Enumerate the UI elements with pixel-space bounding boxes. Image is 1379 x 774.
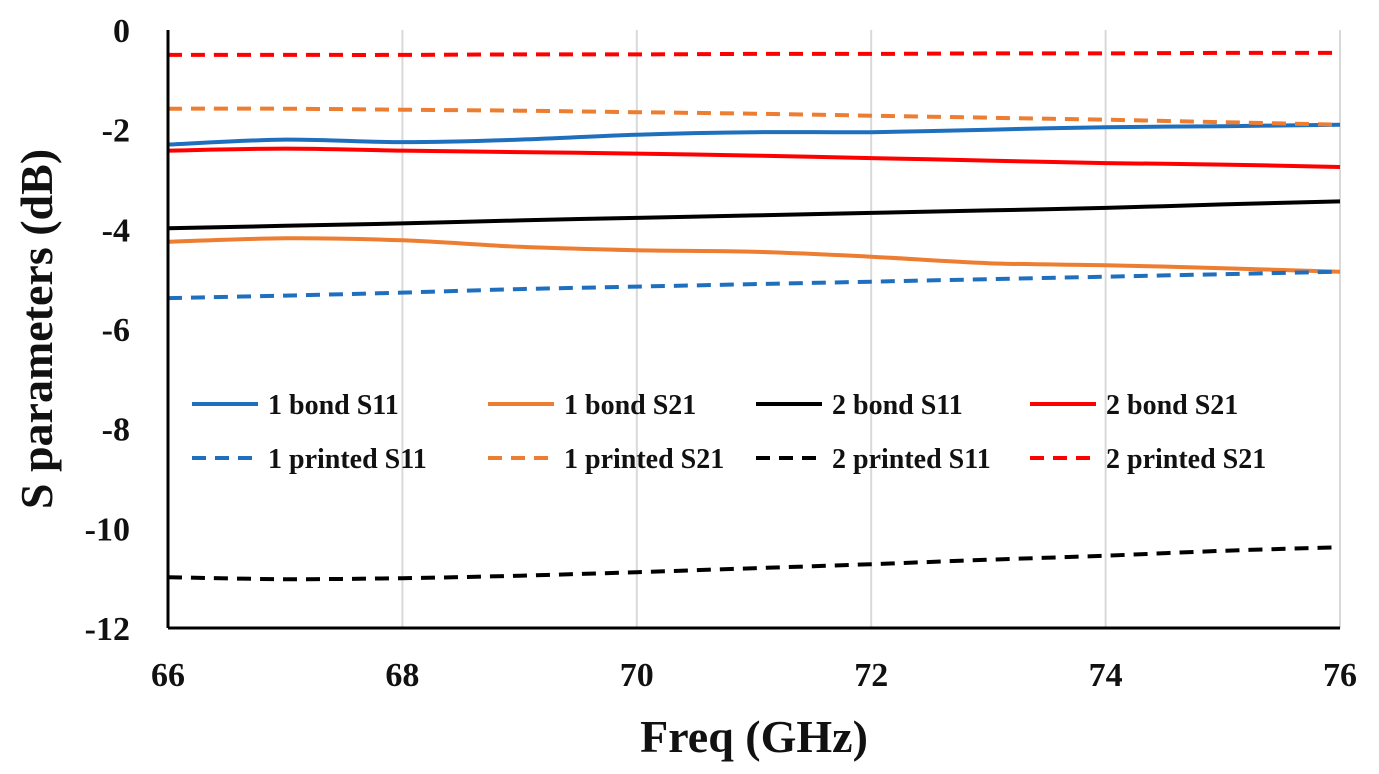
legend: 1 bond S11 1 bond S21 2 bond S11 2 bond S21… xyxy=(192,390,1266,475)
legend-label: 1 bond S11 xyxy=(268,390,399,421)
x-tick-label: 68 xyxy=(385,657,419,694)
y-tick-label: 0 xyxy=(113,13,130,50)
tick-labels: 66 68 70 72 74 76 0 -2 -4 -6 -8 -10 -12 xyxy=(85,13,1357,694)
x-axis-title: Freq (GHz) xyxy=(640,711,868,762)
series-line-1-bond-s11 xyxy=(167,122,1341,147)
series-line-2-printed-s21 xyxy=(168,50,1341,57)
series-lines xyxy=(167,50,1341,582)
series-line-1-bond-s21 xyxy=(167,236,1341,274)
series-line-2-bond-s21 xyxy=(167,146,1341,169)
series-line-1-printed-s21 xyxy=(167,106,1341,127)
legend-label: 2 printed S21 xyxy=(1106,444,1266,475)
y-tick-label: -12 xyxy=(85,611,130,648)
legend-label: 2 printed S11 xyxy=(832,444,991,475)
y-tick-label: -6 xyxy=(102,312,130,349)
axes xyxy=(166,30,1340,630)
y-tick-label: -4 xyxy=(102,212,130,249)
gridlines xyxy=(401,30,1341,628)
legend-label: 2 bond S11 xyxy=(832,390,963,421)
y-tick-label: -8 xyxy=(102,412,130,449)
y-tick-label: -10 xyxy=(85,511,130,548)
legend-label: 2 bond S21 xyxy=(1106,390,1238,421)
x-tick-label: 74 xyxy=(1089,657,1123,694)
y-tick-label: -2 xyxy=(102,113,130,150)
y-axis-title: S parameters (dB) xyxy=(11,149,62,509)
series-line-1-printed-s11 xyxy=(167,269,1341,301)
x-tick-label: 70 xyxy=(620,657,654,694)
legend-label: 1 printed S21 xyxy=(564,444,724,475)
x-tick-label: 76 xyxy=(1323,657,1357,694)
series-line-2-bond-s11 xyxy=(167,199,1341,231)
x-tick-label: 66 xyxy=(151,657,185,694)
series-line-2-printed-s11 xyxy=(167,545,1341,582)
legend-label: 1 bond S21 xyxy=(564,390,696,421)
x-tick-label: 72 xyxy=(854,657,888,694)
legend-label: 1 printed S11 xyxy=(268,444,427,475)
